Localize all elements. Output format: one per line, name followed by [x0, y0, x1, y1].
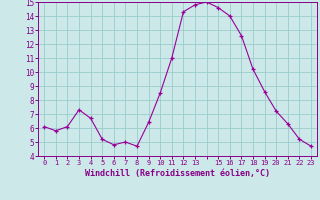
X-axis label: Windchill (Refroidissement éolien,°C): Windchill (Refroidissement éolien,°C)	[85, 169, 270, 178]
